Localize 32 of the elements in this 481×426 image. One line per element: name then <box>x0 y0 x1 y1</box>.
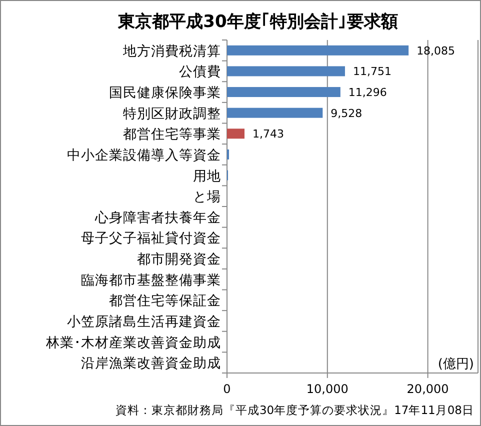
bar <box>227 87 340 98</box>
y-tick-label: 国民健康保険事業 <box>109 85 221 102</box>
chart-title: 東京都平成30年度｢特別会計｣要求額 <box>117 12 398 32</box>
x-tick-label: 20,000 <box>406 382 449 396</box>
x-tick-label: 0 <box>223 382 231 396</box>
y-tick-label: 特別区財政調整 <box>123 106 221 122</box>
y-tick-label: と場 <box>193 189 221 206</box>
y-tick-label: 心身障害者扶養年金 <box>94 210 221 226</box>
bar <box>227 108 323 118</box>
x-axis-title: (億円) <box>438 357 474 372</box>
bar <box>227 45 409 56</box>
bar <box>227 66 345 76</box>
y-tick-label: 林業･木材産業改善資金助成 <box>45 334 221 351</box>
text: 資料：東京都財務局『平成30年度予算の要求状況』17年11月08日 <box>115 403 474 417</box>
data-label: 18,085 <box>416 44 456 58</box>
y-tick-label: 臨海都市基盤整備事業 <box>81 272 221 288</box>
y-tick-label: 公債費 <box>179 64 221 80</box>
y-tick-label: 都市開発資金 <box>137 252 221 268</box>
y-tick-label: 中小企業設備導入等資金 <box>67 147 221 164</box>
y-tick-label: 沿岸漁業改善資金助成 <box>81 354 221 372</box>
y-tick-label: 都営住宅等保証金 <box>109 293 221 310</box>
x-tick-label: 10,000 <box>306 382 348 396</box>
y-tick-label: 用地 <box>193 168 221 184</box>
data-label: 1,743 <box>252 128 284 141</box>
y-tick-label: 小笠原諸島生活再建資金 <box>67 314 221 330</box>
y-tick-label: 都営住宅等事業 <box>123 126 221 143</box>
bar <box>227 128 244 139</box>
y-tick-label: 母子父子福祉貸付資金 <box>81 230 221 247</box>
data-label: 9,528 <box>330 106 362 120</box>
data-label: 11,751 <box>352 65 392 78</box>
y-tick-label: 地方消費税清算 <box>122 43 221 60</box>
data-label: 11,296 <box>348 86 387 100</box>
